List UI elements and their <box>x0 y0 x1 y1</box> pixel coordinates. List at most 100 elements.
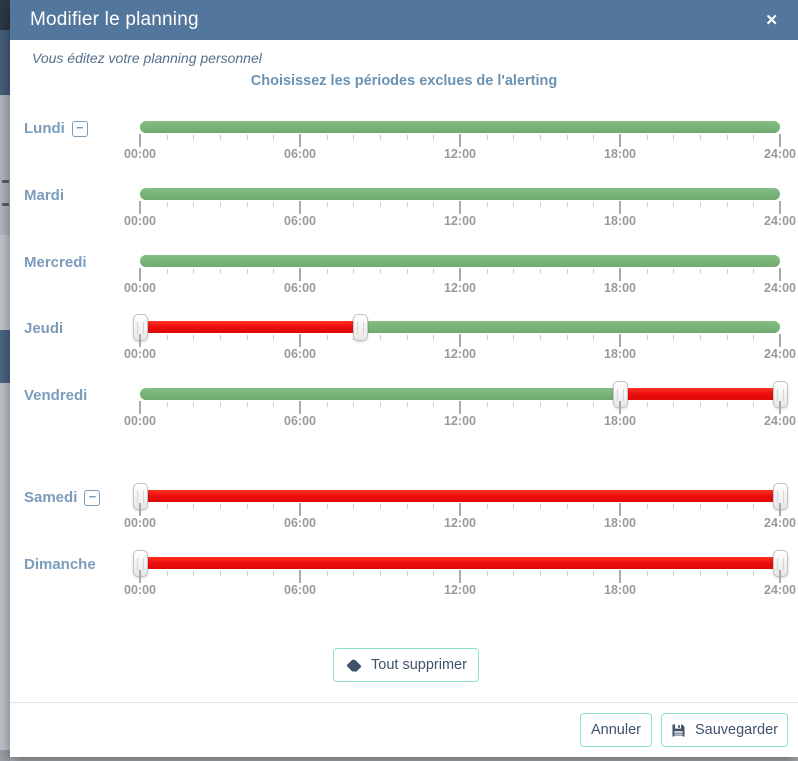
slider-handle[interactable] <box>353 314 368 341</box>
slider-ticks <box>139 334 781 347</box>
slider-segment-active <box>140 255 780 267</box>
tick-mark <box>380 135 381 140</box>
close-icon[interactable]: ✕ <box>765 11 778 29</box>
tick-mark <box>566 335 568 340</box>
tick-mark <box>540 571 541 576</box>
tick-mark <box>566 571 568 576</box>
tick-mark <box>486 402 488 407</box>
tick-mark <box>380 504 381 509</box>
slider-ticks <box>139 401 781 414</box>
cancel-label: Annuler <box>591 722 641 738</box>
day-row-lundi: Lundi − 00:00 06:00 12:00 18:00 24:00 <box>10 113 798 175</box>
tick-mark <box>540 335 541 340</box>
slider-track[interactable] <box>140 121 780 133</box>
tick-label: 06:00 <box>284 583 316 597</box>
tick-mark <box>779 570 781 583</box>
tick-mark <box>299 268 301 281</box>
tick-mark <box>753 202 755 207</box>
tick-label: 06:00 <box>284 281 316 295</box>
tick-mark <box>220 202 221 207</box>
cancel-button[interactable]: Annuler <box>580 713 652 747</box>
time-range-slider: 00:00 06:00 12:00 18:00 24:00 <box>124 380 796 442</box>
tick-mark <box>726 135 728 140</box>
tick-mark <box>726 335 728 340</box>
slider-track[interactable] <box>133 550 788 577</box>
clear-all-button[interactable]: Tout supprimer <box>333 648 479 682</box>
tick-mark <box>779 401 781 414</box>
slider-tick-labels: 00:00 06:00 12:00 18:00 24:00 <box>124 516 796 530</box>
tick-mark <box>299 570 301 583</box>
tick-label: 06:00 <box>284 516 316 530</box>
tick-mark <box>673 269 675 274</box>
tick-mark <box>673 202 675 207</box>
handle-grip <box>777 490 784 503</box>
slider-segment-excluded <box>140 490 780 502</box>
tick-label: 24:00 <box>764 583 796 597</box>
tick-mark <box>353 335 355 340</box>
slider-track[interactable] <box>133 314 780 341</box>
tick-label: 24:00 <box>764 281 796 295</box>
slider-tick-labels: 00:00 06:00 12:00 18:00 24:00 <box>124 214 796 228</box>
tick-mark <box>246 504 248 509</box>
tick-mark <box>433 402 435 407</box>
footer-divider <box>10 702 798 703</box>
slider-tick-labels: 00:00 06:00 12:00 18:00 24:00 <box>124 583 796 597</box>
tick-label: 12:00 <box>444 281 476 295</box>
slider-track[interactable] <box>140 255 780 267</box>
tick-label: 06:00 <box>284 414 316 428</box>
section-heading: Choisissez les périodes exclues de l'ale… <box>250 73 558 89</box>
tick-mark <box>726 504 728 509</box>
tick-mark <box>193 335 195 340</box>
save-button[interactable]: Sauvegarder <box>661 713 788 747</box>
tick-mark <box>193 402 195 407</box>
tick-label: 24:00 <box>764 147 796 161</box>
slider-track[interactable] <box>140 381 788 408</box>
tick-label: 06:00 <box>284 214 316 228</box>
tick-mark <box>380 402 381 407</box>
tick-mark <box>619 201 621 214</box>
tick-mark <box>459 503 461 516</box>
tick-label: 06:00 <box>284 347 316 361</box>
tick-label: 00:00 <box>124 583 156 597</box>
tick-mark <box>139 334 141 347</box>
tick-mark <box>566 202 568 207</box>
tick-mark <box>646 571 648 576</box>
slider-ticks <box>139 201 781 214</box>
tick-mark <box>459 134 461 147</box>
handle-grip <box>357 321 364 334</box>
slider-track[interactable] <box>133 483 788 510</box>
tick-mark <box>193 571 195 576</box>
save-label: Sauvegarder <box>694 722 779 738</box>
tick-mark <box>246 571 248 576</box>
tick-mark <box>246 402 248 407</box>
tick-mark <box>646 402 648 407</box>
slider-track[interactable] <box>140 188 780 200</box>
tick-label: 24:00 <box>764 414 796 428</box>
tick-mark <box>193 202 195 207</box>
background-text-fragment <box>2 180 9 183</box>
slider-ticks <box>139 134 781 147</box>
tick-label: 24:00 <box>764 214 796 228</box>
background-page-sliver <box>0 30 10 95</box>
tick-mark <box>273 269 275 274</box>
tick-mark <box>540 269 541 274</box>
background-text-fragment <box>2 203 9 206</box>
background-page-sliver <box>0 0 10 30</box>
tick-mark <box>406 504 408 509</box>
tick-label: 00:00 <box>124 147 156 161</box>
tick-mark <box>139 401 141 414</box>
tick-label: 06:00 <box>284 147 316 161</box>
tick-mark <box>353 571 355 576</box>
slider-handle[interactable] <box>133 483 148 510</box>
tick-mark <box>166 571 168 576</box>
tick-label: 18:00 <box>604 516 636 530</box>
slider-handle[interactable] <box>773 483 788 510</box>
day-label: Jeudi <box>24 320 64 337</box>
tick-mark <box>700 135 701 140</box>
remove-day-button[interactable]: − <box>84 490 101 506</box>
remove-day-button[interactable]: − <box>71 121 88 137</box>
tick-mark <box>779 201 781 214</box>
